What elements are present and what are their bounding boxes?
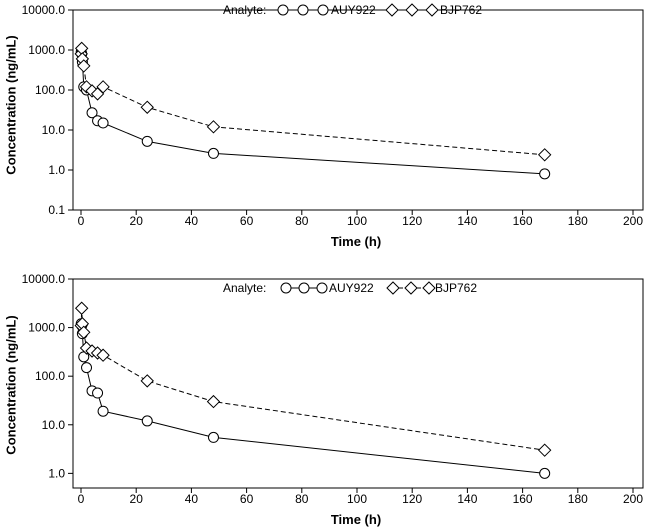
legend-label-auy922: AUY922 <box>329 281 374 295</box>
data-point-auy922 <box>141 135 153 147</box>
x-tick-label: 80 <box>295 214 309 228</box>
data-point-auy922 <box>86 107 98 119</box>
x-tick-label: 60 <box>240 214 254 228</box>
legend-marker-auy922 <box>277 4 289 16</box>
plot-frame <box>72 278 644 489</box>
legend-marker-auy922 <box>317 4 329 16</box>
legend-title: Analyte: <box>223 3 266 17</box>
x-tick-label: 80 <box>295 492 309 506</box>
data-point-auy922 <box>207 431 219 443</box>
x-tick-label: 160 <box>513 492 533 506</box>
x-tick-label: 40 <box>185 214 199 228</box>
data-point-bjp762 <box>96 348 110 362</box>
x-tick-label: 200 <box>623 492 643 506</box>
x-tick-label: 140 <box>457 492 477 506</box>
legend-marker-bjp762 <box>404 281 418 295</box>
series-auy922 <box>75 318 551 479</box>
x-tick-label: 120 <box>402 214 422 228</box>
legend-marker-bjp762 <box>385 3 399 17</box>
series-bjp762 <box>74 41 552 162</box>
chart-panel-bottom: 0 20 40 60 80 100 120 140 160 180 200 1.0 10.0 100.0 1… <box>3 272 644 527</box>
legend-marker-bjp762 <box>405 3 419 17</box>
data-point-bjp762 <box>77 59 91 73</box>
x-tick-label: 20 <box>130 492 144 506</box>
x-tick-label: 100 <box>347 214 367 228</box>
plot-frame <box>72 9 644 211</box>
x-axis-title: Time (h) <box>331 234 381 249</box>
data-point-auy922 <box>97 117 109 129</box>
x-tick-label: 160 <box>513 214 533 228</box>
y-tick-label: 1000.0 <box>28 321 65 335</box>
legend-marker-bjp762 <box>386 281 400 295</box>
series-line-auy922 <box>80 51 545 175</box>
data-point-bjp762 <box>206 120 221 134</box>
legend-marker-auy922 <box>298 282 310 294</box>
y-tick-label: 10000.0 <box>22 3 66 17</box>
legend-label-auy922: AUY922 <box>331 3 376 17</box>
data-point-bjp762 <box>537 148 552 162</box>
x-tick-label: 140 <box>457 214 477 228</box>
x-tick-label: 180 <box>568 492 588 506</box>
data-point-auy922 <box>207 147 219 159</box>
y-axis-title: Concentration (ng/mL) <box>3 35 18 174</box>
legend-marker-bjp762 <box>425 3 439 17</box>
data-point-auy922 <box>539 467 551 479</box>
data-point-auy922 <box>141 415 153 427</box>
series-line-auy922 <box>80 323 545 474</box>
legend-marker-auy922 <box>280 282 292 294</box>
x-tick-label: 200 <box>623 214 643 228</box>
data-point-auy922 <box>97 405 109 417</box>
x-tick-label: 120 <box>402 492 422 506</box>
y-tick-label: 10.0 <box>42 123 66 137</box>
series-bjp762 <box>74 301 552 457</box>
y-tick-label: 0.1 <box>48 203 65 217</box>
data-point-auy922 <box>81 362 93 374</box>
x-tick-label: 20 <box>130 214 144 228</box>
y-tick-label: 10.0 <box>42 418 66 432</box>
legend-label-bjp762: BJP762 <box>435 281 477 295</box>
data-point-bjp762 <box>206 394 221 409</box>
x-tick-label: 180 <box>568 214 588 228</box>
legend: Analyte: AUY922 BJP762 <box>223 3 482 17</box>
y-tick-label: 10000.0 <box>22 272 66 286</box>
y-tick-label: 1000.0 <box>28 43 65 57</box>
legend-marker-auy922 <box>316 282 328 294</box>
legend-title: Analyte: <box>223 281 266 295</box>
x-tick-label: 60 <box>240 492 254 506</box>
data-point-bjp762 <box>140 100 154 114</box>
legend: Analyte: AUY922 BJP762 <box>223 281 477 295</box>
chart-panel-top: 0 20 40 60 80 100 120 140 160 180 200 0.1 1.0 10.0 100… <box>3 3 644 249</box>
y-tick-label: 1.0 <box>48 466 65 480</box>
data-point-bjp762 <box>96 80 110 94</box>
data-point-bjp762 <box>74 301 89 315</box>
data-point-auy922 <box>539 168 551 180</box>
data-point-bjp762 <box>140 374 154 388</box>
x-tick-label: 100 <box>347 492 367 506</box>
x-tick-label: 0 <box>78 214 85 228</box>
data-point-bjp762 <box>537 443 552 457</box>
legend-label-bjp762: BJP762 <box>440 3 482 17</box>
x-tick-label: 40 <box>185 492 199 506</box>
y-tick-label: 1.0 <box>48 163 65 177</box>
y-tick-label: 100.0 <box>35 369 65 383</box>
legend-marker-auy922 <box>297 4 309 16</box>
x-tick-label: 0 <box>78 492 85 506</box>
y-axis-title: Concentration (ng/mL) <box>3 315 18 454</box>
legend-marker-bjp762 <box>422 281 436 295</box>
y-tick-label: 100.0 <box>35 83 65 97</box>
data-point-bjp762 <box>77 325 91 340</box>
x-axis-title: Time (h) <box>331 512 381 527</box>
data-point-auy922 <box>92 387 104 399</box>
